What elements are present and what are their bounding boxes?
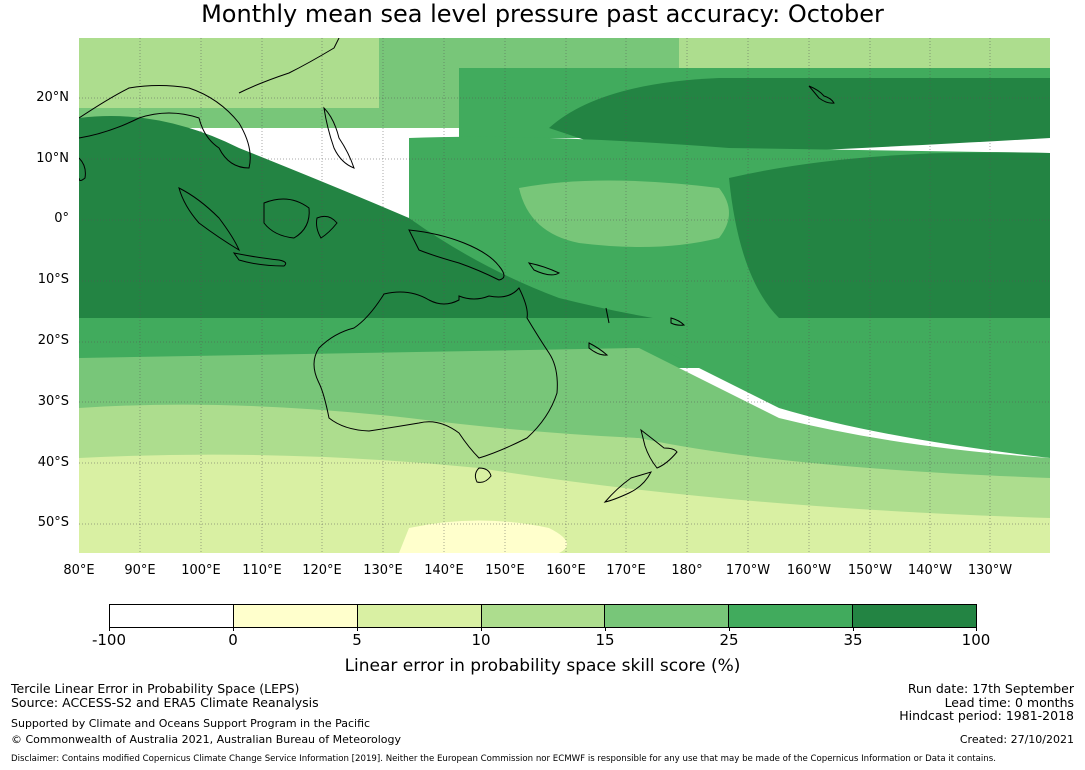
colorbar-tickmark xyxy=(233,627,234,631)
lon-label: 170°E xyxy=(606,563,646,578)
hawaii-coast xyxy=(808,85,835,104)
lon-label: 80°E xyxy=(63,563,95,578)
colorbar-tick-label: 10 xyxy=(471,631,491,649)
colorbar-swatch xyxy=(853,605,977,627)
footer-support: Supported by Climate and Oceans Support … xyxy=(11,717,371,730)
footer-method: Tercile Linear Error in Probability Spac… xyxy=(11,681,300,696)
skill-bands xyxy=(79,38,1050,553)
colorbar-tick-label: 100 xyxy=(961,631,991,649)
coastlines xyxy=(79,38,835,503)
lon-label: 150°E xyxy=(485,563,525,578)
band-north-pacific-dark xyxy=(549,78,1050,158)
map-panel xyxy=(79,38,1050,553)
colorbar-label: Linear error in probability space skill … xyxy=(344,656,741,676)
colorbar-tickmark xyxy=(605,627,606,631)
lon-label: 160°E xyxy=(546,563,586,578)
lon-label: 110°E xyxy=(242,563,282,578)
colorbar-swatch xyxy=(357,605,482,627)
fiji-coast xyxy=(670,317,686,326)
new-guinea-coast xyxy=(408,229,505,281)
lat-label: 0° xyxy=(54,211,69,226)
lon-label: 90°E xyxy=(124,563,156,578)
new-caledonia-coast xyxy=(588,342,609,356)
band-south-east xyxy=(639,338,1050,458)
tasmania-coast xyxy=(474,467,492,483)
lat-label: 30°S xyxy=(37,394,69,409)
borneo-coast xyxy=(263,198,310,239)
map-svg xyxy=(79,38,1050,553)
lon-label: 180° xyxy=(671,563,703,578)
sulawesi-coast xyxy=(316,215,338,239)
hindcast-period: Hindcast period: 1981-2018 xyxy=(899,708,1074,723)
lon-label: 130°W xyxy=(967,563,1013,578)
band-north-patch xyxy=(79,38,379,108)
colorbar-swatch xyxy=(233,605,358,627)
colorbar-tickmark xyxy=(853,627,854,631)
lat-label: 10°S xyxy=(37,272,69,287)
lon-label: 140°E xyxy=(424,563,464,578)
lat-label: 20°N xyxy=(36,90,69,105)
lat-label: 10°N xyxy=(36,151,69,166)
created-date: Created: 27/10/2021 xyxy=(959,733,1074,746)
lon-label: 100°E xyxy=(181,563,221,578)
lat-label: 40°S xyxy=(37,455,69,470)
mainland-asia-coast xyxy=(79,85,251,169)
band-equatorial-light xyxy=(519,180,729,247)
colorbar-tickmark xyxy=(976,627,977,631)
colorbar-tick-label: 25 xyxy=(719,631,739,649)
colorbar-swatch xyxy=(110,605,234,627)
colorbar-tickmark xyxy=(481,627,482,631)
colorbar xyxy=(109,604,977,628)
colorbar-tickmark xyxy=(109,627,110,631)
band-southern-palest xyxy=(399,520,567,553)
colorbar-tickmark xyxy=(357,627,358,631)
chart-title: Monthly mean sea level pressure past acc… xyxy=(201,0,884,28)
australia-coast xyxy=(313,287,558,459)
lon-label: 120°E xyxy=(302,563,342,578)
lon-label: 140°W xyxy=(907,563,953,578)
lon-label: 150°W xyxy=(847,563,893,578)
new-zealand-north xyxy=(640,428,678,469)
colorbar-swatch xyxy=(605,605,730,627)
run-date: Run date: 17th September xyxy=(907,681,1074,696)
lon-label: 160°W xyxy=(786,563,832,578)
colorbar-tick-label: 15 xyxy=(595,631,615,649)
vanuatu-coast xyxy=(605,307,610,324)
lat-label: 20°S xyxy=(37,333,69,348)
colorbar-swatch xyxy=(481,605,606,627)
java-coast xyxy=(232,252,287,267)
colorbar-tick-label: 35 xyxy=(843,631,863,649)
footer-copyright: © Commonwealth of Australia 2021, Austra… xyxy=(11,733,401,746)
lead-time: Lead time: 0 months xyxy=(944,695,1074,710)
colorbar-swatch xyxy=(729,605,854,627)
colorbar-tick-label: 0 xyxy=(228,631,238,649)
lon-label: 130°E xyxy=(363,563,403,578)
disclaimer: Disclaimer: Contains modified Copernicus… xyxy=(11,754,996,764)
philippines-coast xyxy=(323,106,355,169)
lat-label: 50°S xyxy=(37,515,69,530)
sumatra-coast xyxy=(178,187,241,252)
china-coast xyxy=(238,38,340,94)
sri-lanka-coast xyxy=(79,157,86,181)
colorbar-tickmark xyxy=(729,627,730,631)
colorbar-tick-label: -100 xyxy=(91,631,127,649)
graticule xyxy=(79,38,1050,553)
lon-label: 170°W xyxy=(725,563,771,578)
solomon-coast xyxy=(527,262,561,276)
colorbar-tick-label: 5 xyxy=(352,631,362,649)
band-east-dark xyxy=(729,152,1050,333)
footer-source: Source: ACCESS-S2 and ERA5 Climate Reana… xyxy=(11,695,319,710)
new-zealand-south xyxy=(603,471,652,503)
